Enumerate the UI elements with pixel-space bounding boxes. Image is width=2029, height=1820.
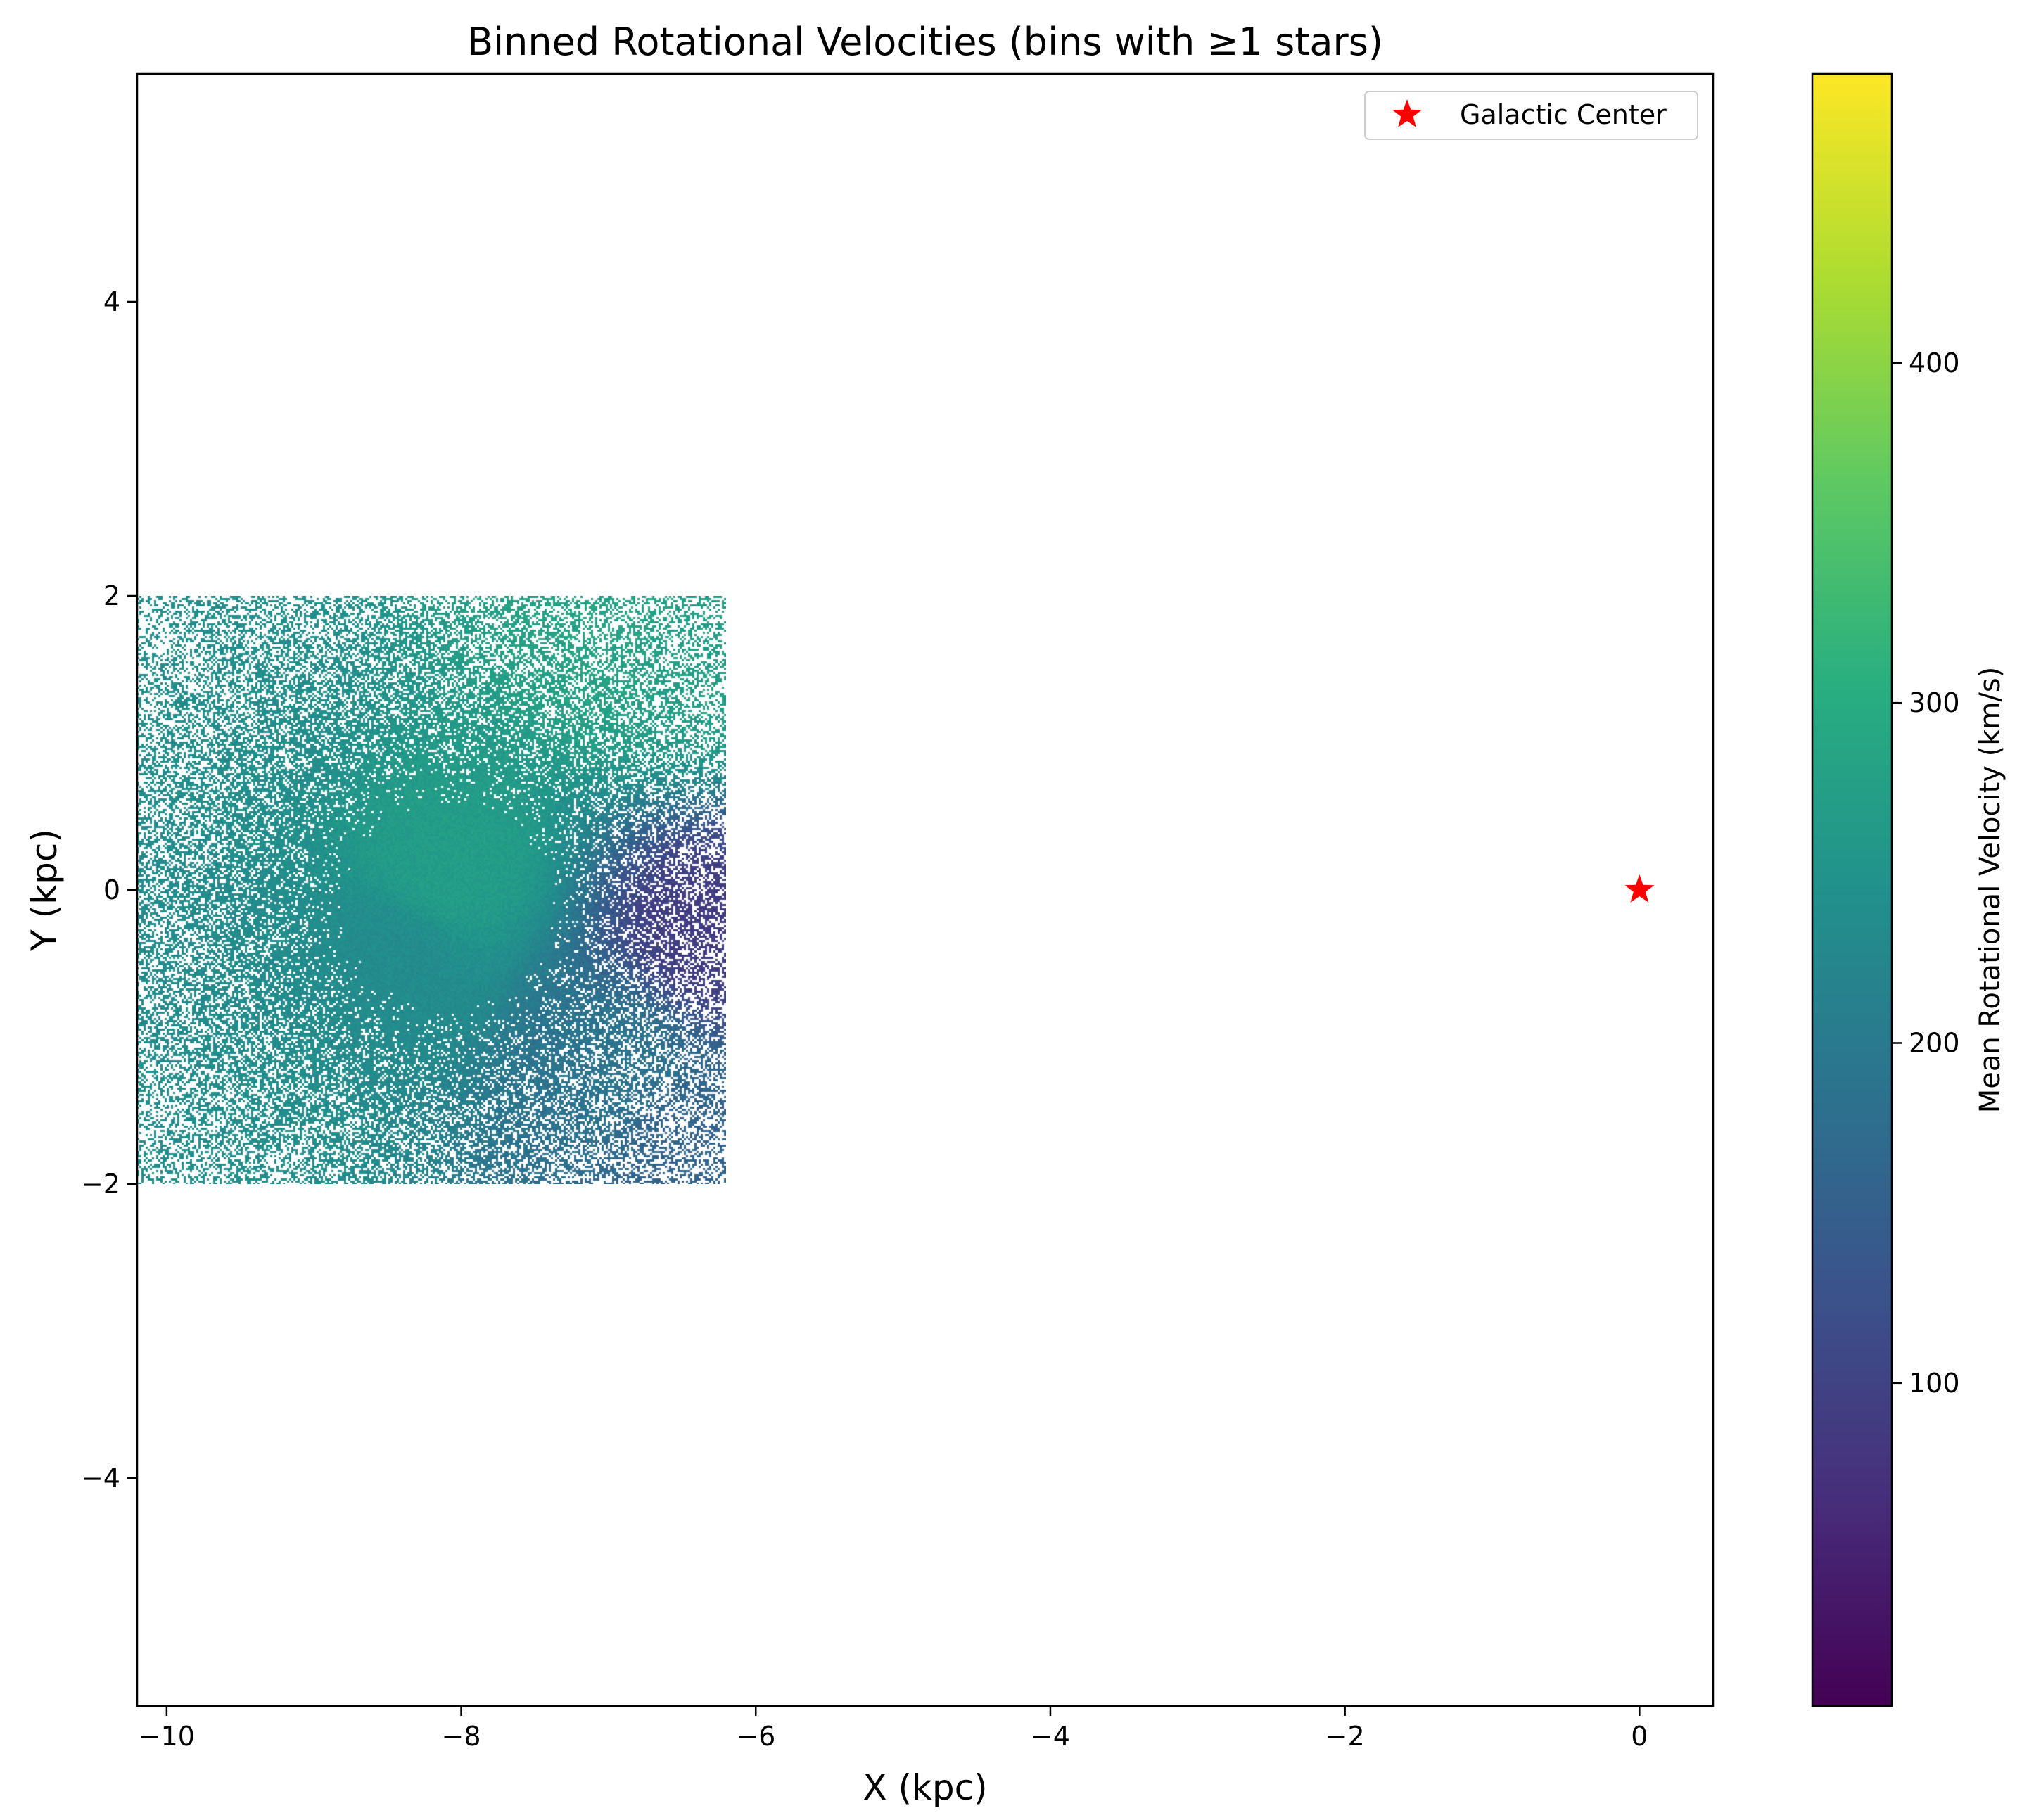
velocity-bins — [137, 595, 726, 1184]
colorbar: 100 200 300 400 Mean Rotational Velocity (k… — [1811, 72, 2006, 1707]
y-tick-label: 0 — [103, 874, 120, 905]
y-axis: −4 −2 0 2 4 — [81, 286, 137, 1494]
galactic-center-star-icon — [1624, 874, 1655, 903]
x-tick-label: −4 — [1031, 1721, 1070, 1752]
y-tick-label: −4 — [81, 1463, 120, 1494]
colorbar-gradient — [1812, 74, 1892, 1706]
velocity-heatmap — [137, 595, 726, 1184]
x-tick-label: −6 — [736, 1721, 775, 1752]
x-tick-label: −8 — [442, 1721, 481, 1752]
legend-box — [1364, 91, 1698, 140]
y-tick-label: −2 — [81, 1169, 120, 1199]
x-axis-label: X (kpc) — [863, 1767, 987, 1808]
x-tick-label: 0 — [1631, 1721, 1648, 1752]
chart-title: Binned Rotational Velocities (bins with … — [467, 20, 1383, 64]
legend-entry-galactic-center: Galactic Center — [1460, 99, 1667, 130]
colorbar-label: Mean Rotational Velocity (km/s) — [1974, 667, 2006, 1114]
colorbar-frame — [1811, 72, 1893, 1707]
legend-star-icon — [1392, 99, 1422, 127]
x-tick-label: −10 — [139, 1721, 195, 1752]
x-axis: −10 −8 −6 −4 −2 0 — [139, 1706, 1648, 1752]
colorbar-tick-label: 100 — [1909, 1368, 1960, 1399]
legend: Galactic Center — [1364, 91, 1698, 140]
colorbar-tick-label: 300 — [1909, 687, 1960, 718]
colorbar-tick-label: 200 — [1909, 1028, 1960, 1059]
y-axis-label: Y (kpc) — [24, 829, 65, 952]
x-tick-label: −2 — [1325, 1721, 1365, 1752]
y-tick-label: 4 — [103, 286, 120, 317]
plot-area — [136, 72, 1715, 1707]
colorbar-ticks: 100 200 300 400 — [1892, 348, 1960, 1399]
colorbar-tick-label: 400 — [1909, 348, 1960, 378]
y-tick-label: 2 — [103, 580, 120, 611]
galactic-center-layer — [1624, 874, 1655, 903]
